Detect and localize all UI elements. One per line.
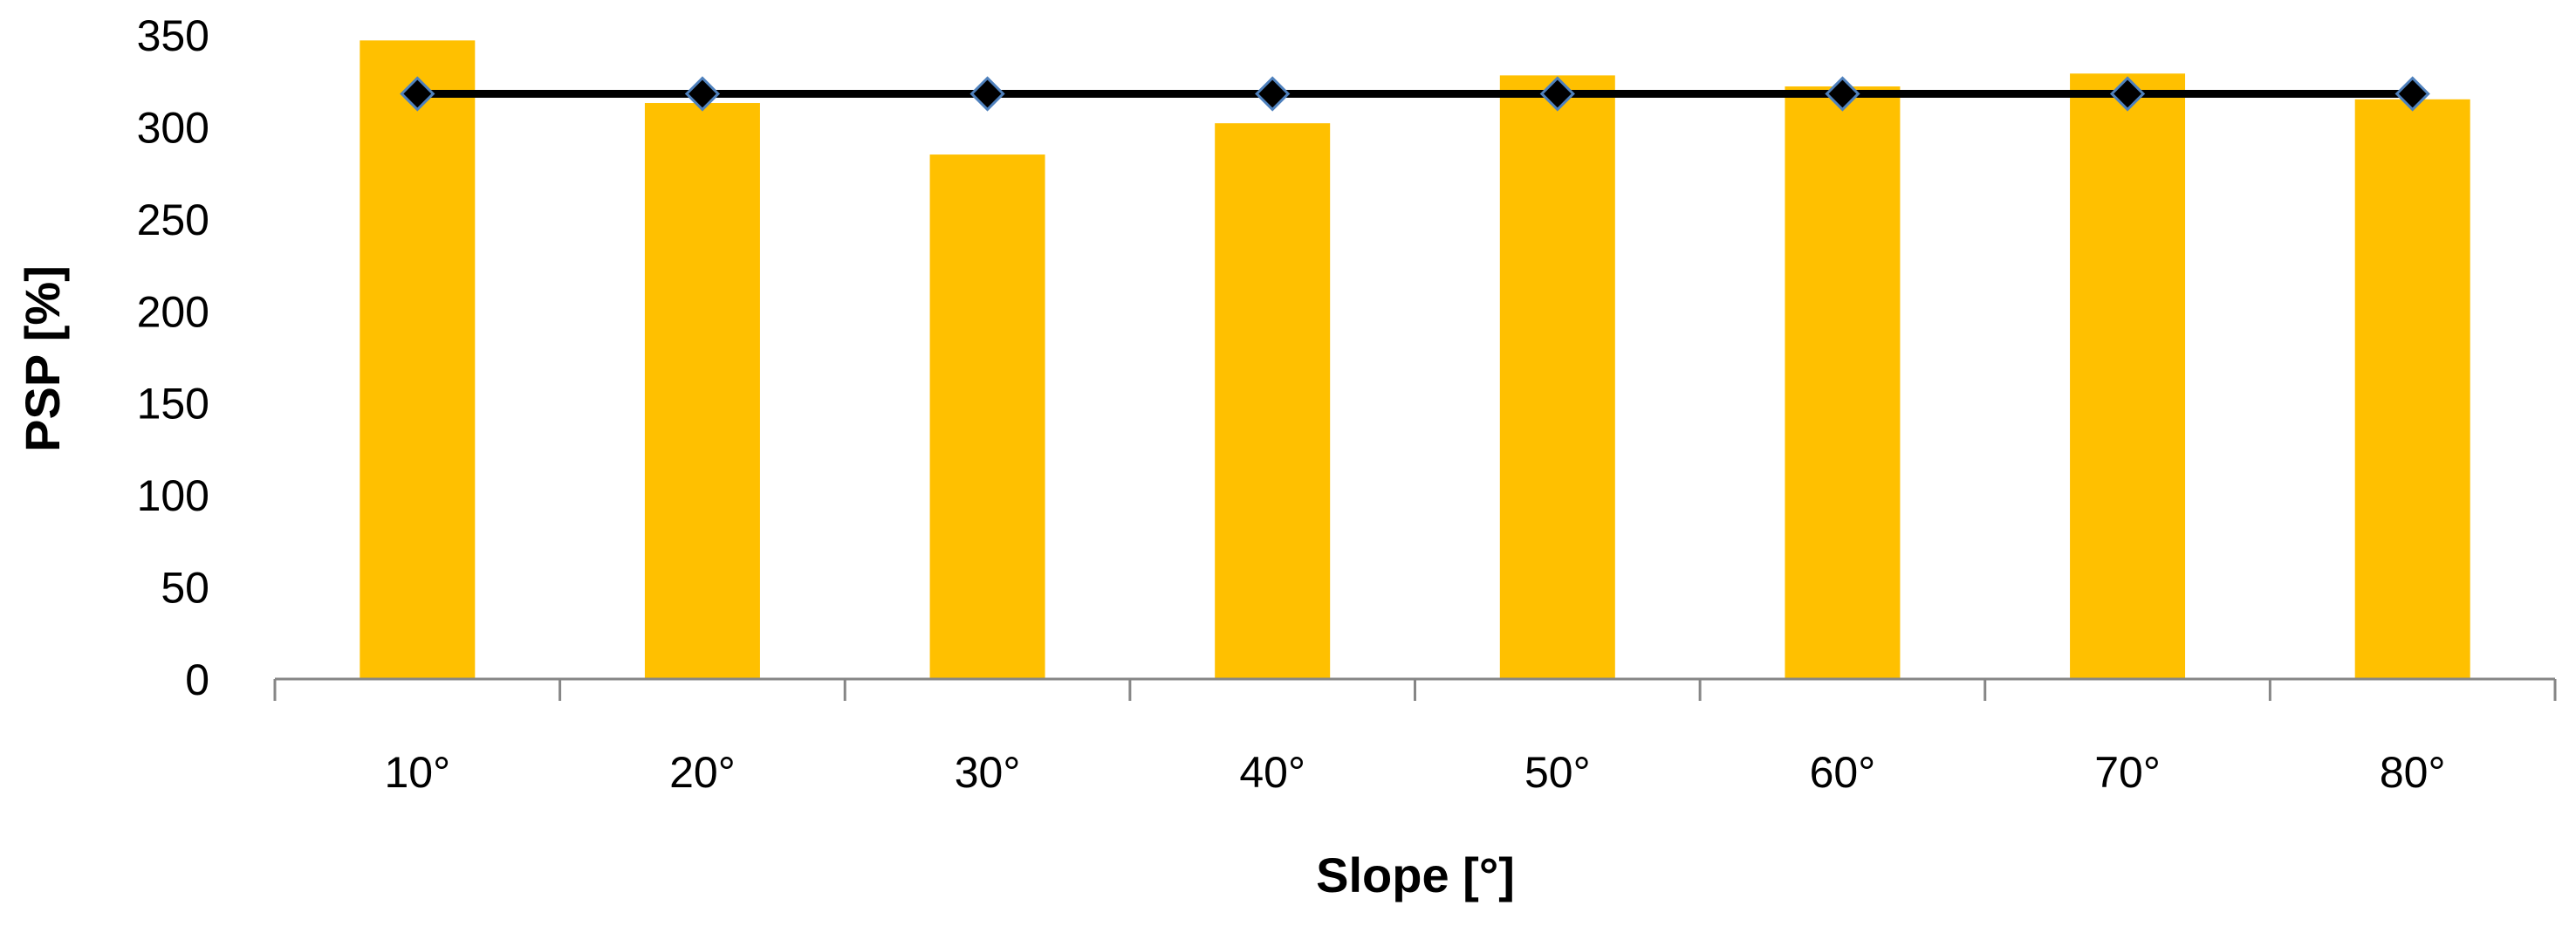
diamond-marker: [1825, 76, 1860, 112]
bar-50: [1499, 75, 1615, 680]
diamond-marker: [1539, 76, 1575, 112]
x-tick-label: 60°: [1810, 748, 1876, 797]
y-tick-label: 350: [137, 11, 209, 60]
line-series: [400, 76, 2430, 112]
y-tick-label: 100: [137, 471, 209, 520]
x-tick-label: 50°: [1524, 748, 1591, 797]
diamond-marker: [2394, 76, 2430, 112]
y-tick-label: 300: [137, 103, 209, 152]
y-tick-label: 0: [185, 655, 209, 704]
bar-80: [2354, 99, 2470, 680]
x-axis-tick-labels: 10° 20° 30° 40° 50° 60° 70° 80°: [385, 748, 2446, 797]
bar-60: [1785, 86, 1901, 680]
y-axis-title: PSP [%]: [15, 265, 70, 452]
diamond-marker: [684, 76, 721, 112]
bar-70: [2070, 73, 2186, 679]
x-tick-label: 10°: [385, 748, 451, 797]
x-axis-ticks: [273, 679, 2557, 701]
bar-20: [644, 103, 760, 679]
diamond-marker: [2109, 76, 2146, 112]
diamond-marker: [1255, 76, 1291, 112]
x-tick-label: 80°: [2380, 748, 2446, 797]
diamond-marker: [969, 76, 1005, 112]
y-axis-tick-labels: 0 50 100 150 200 250 300 350: [137, 11, 209, 704]
bar-10: [360, 40, 476, 680]
x-axis-title: Slope [°]: [1316, 847, 1515, 902]
x-tick-label: 30°: [955, 748, 1021, 797]
bar-series: [360, 40, 2470, 680]
bar-40: [1215, 123, 1331, 679]
x-tick-label: 20°: [669, 748, 736, 797]
y-tick-label: 50: [161, 564, 209, 613]
y-tick-label: 200: [137, 287, 209, 336]
y-tick-label: 150: [137, 380, 209, 429]
diamond-marker: [400, 76, 435, 112]
x-tick-label: 70°: [2094, 748, 2161, 797]
x-tick-label: 40°: [1239, 748, 1305, 797]
axes: [273, 677, 2557, 701]
y-tick-label: 250: [137, 196, 209, 244]
bar-30: [929, 154, 1045, 680]
